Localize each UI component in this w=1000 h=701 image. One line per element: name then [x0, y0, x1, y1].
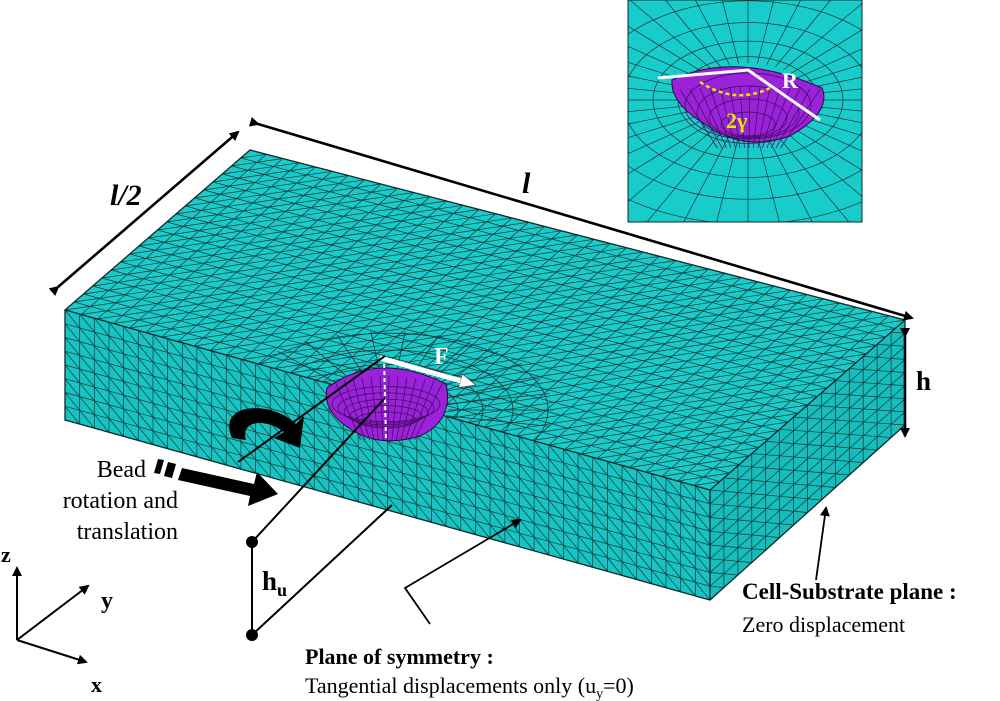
axis-z-label: z	[1, 542, 11, 567]
translation-arrow	[178, 468, 278, 506]
inset-radius-label: R	[782, 68, 799, 93]
plane-leaders	[403, 506, 830, 625]
coordinate-axes	[12, 566, 90, 665]
height-label: h	[916, 366, 931, 396]
symmetry-leader	[403, 518, 522, 625]
substrate-plane-title: Cell-Substrate plane :	[742, 579, 957, 604]
width-label: l/2	[110, 179, 142, 212]
substrate-leader	[815, 506, 830, 581]
length-dimension-arrow	[248, 116, 914, 321]
symmetry-plane-title: Plane of symmetry :	[305, 644, 494, 669]
bead-motion-arrows	[154, 408, 304, 506]
symmetry-plane-desc: Tangential displacements only (uy=0)	[305, 673, 634, 701]
inset-angle-label: 2γ	[726, 108, 747, 133]
inset-angle-arc	[699, 80, 771, 97]
bead-label-line3: translation	[77, 519, 178, 545]
axis-y-label: y	[101, 588, 113, 614]
bead-label-line1: Bead	[97, 457, 146, 483]
force-label: F	[434, 344, 449, 370]
bead-height-indicator	[237, 355, 393, 641]
substrate-plane-desc: Zero displacement	[742, 612, 905, 637]
dimension-arrows	[48, 116, 914, 438]
bead-label-line2: rotation and	[63, 488, 178, 514]
length-label: l	[522, 167, 531, 200]
axis-x-label: x	[91, 672, 102, 697]
force-arrow	[379, 355, 472, 384]
width-dimension-arrow	[48, 130, 240, 297]
labels: l l/2 h hu F Bead rotation and translati…	[1, 68, 957, 701]
inset-radius-lines	[657, 68, 821, 122]
rotation-arrow	[229, 408, 304, 448]
bead-height-label: hu	[262, 566, 287, 600]
